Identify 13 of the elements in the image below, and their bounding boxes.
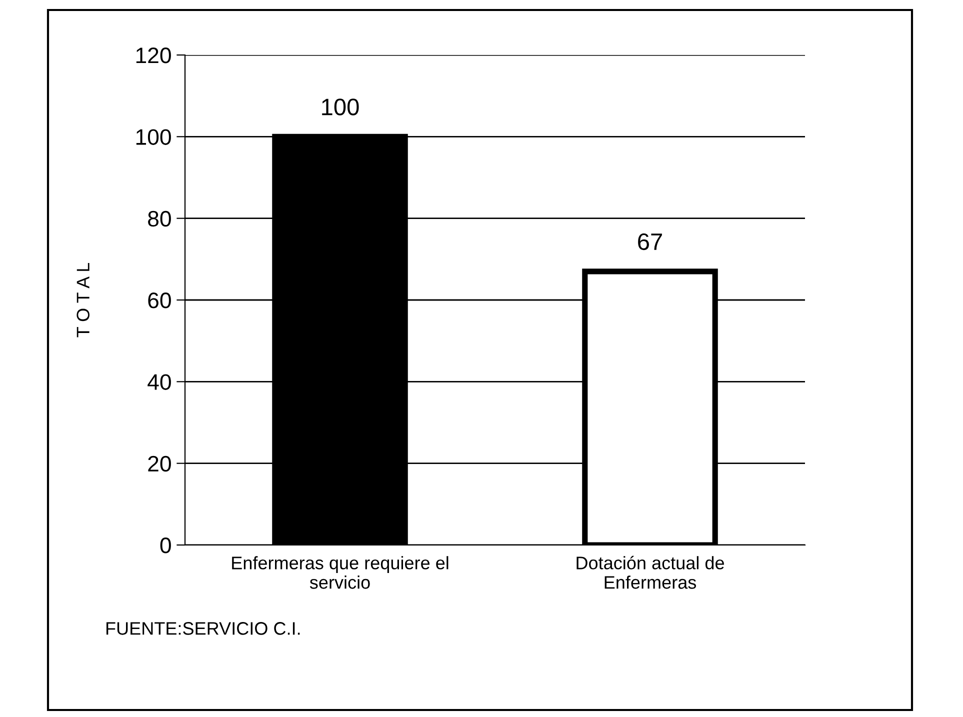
y-tick-label: 0 (160, 538, 171, 554)
data-label: 100 (322, 98, 359, 116)
y-tick-label: 80 (148, 210, 171, 227)
y-tick-label: 40 (148, 374, 171, 390)
x-tick-label: Dotación actual de Enfermeras (576, 556, 724, 589)
source-note: FUENTE:SERVICIO C.I. (106, 622, 300, 635)
data-label: 67 (638, 233, 662, 250)
y-tick-label: 120 (136, 48, 171, 64)
y-tick-label: 100 (136, 129, 171, 145)
y-axis-title: T O T A L (76, 262, 90, 338)
y-tick-label: 60 (148, 292, 171, 308)
x-tick-label: Enfermeras que requiere el servicio (232, 556, 448, 589)
y-tick-label: 20 (148, 456, 171, 472)
